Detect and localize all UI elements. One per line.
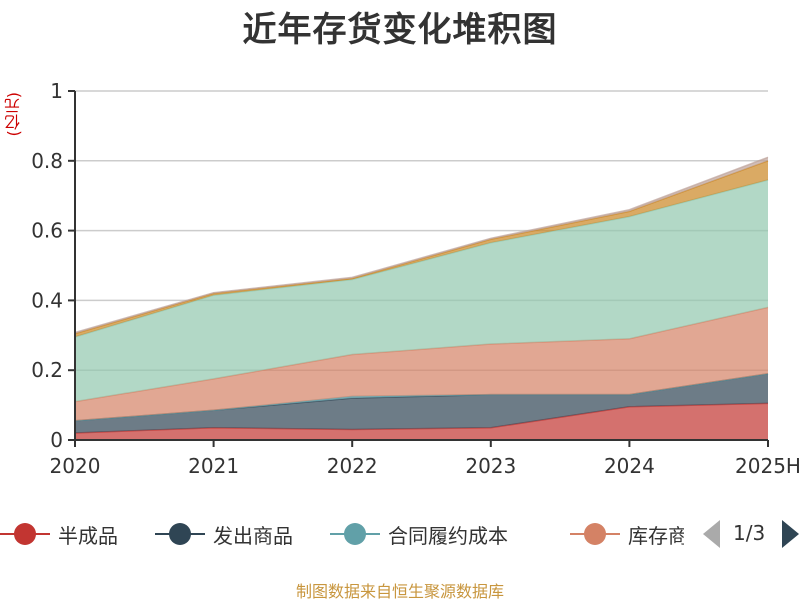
legend-page-indicator: 1/3 (733, 521, 766, 545)
y-tick-label: 0 (50, 428, 63, 452)
legend-marker-icon (330, 512, 380, 556)
series-line (74, 156, 769, 334)
chart-title: 近年存货变化堆积图 (242, 10, 558, 50)
legend-marker-icon (0, 512, 50, 556)
area-series (75, 307, 768, 421)
legend: 半成品 发出商品 合同履约成本 库存商品 1/3 (0, 512, 800, 556)
legend-label: 发出商品 (213, 523, 293, 548)
legend-pager: 1/3 (700, 512, 800, 556)
legend-item[interactable]: 合同履约成本 (330, 512, 508, 556)
area-series-group (74, 156, 769, 440)
x-tick-label: 2023 (465, 454, 516, 478)
legend-item[interactable]: 发出商品 (155, 512, 293, 556)
legend-items: 半成品 发出商品 合同履约成本 库存商品 (0, 512, 684, 556)
y-tick-label: 0.8 (31, 149, 63, 173)
y-tick-label: 0.4 (31, 288, 63, 312)
legend-marker-icon (155, 512, 205, 556)
x-tick-label: 2020 (50, 454, 101, 478)
x-tick-label: 2025H (735, 454, 800, 478)
legend-label: 半成品 (58, 523, 118, 548)
x-tick-label: 2024 (604, 454, 655, 478)
y-tick-label: 0.2 (31, 358, 63, 382)
legend-prev-page-icon[interactable] (703, 520, 720, 548)
legend-item[interactable]: 半成品 (0, 512, 118, 556)
legend-label: 库存商品 (628, 523, 684, 548)
x-tick-label: 2022 (327, 454, 378, 478)
axes: 0 0.2 0.4 0.6 0.8 1 2020 2021 2022 2023 2024 2025H (31, 79, 800, 478)
area-series (75, 373, 768, 433)
legend-marker-icon (570, 512, 620, 556)
source-note: 制图数据来自恒生聚源数据库 (295, 582, 504, 601)
x-tick-label: 2021 (188, 454, 239, 478)
y-tick-label: 0.6 (31, 219, 63, 243)
legend-item[interactable]: 库存商品 (570, 512, 684, 556)
legend-next-page-icon[interactable] (782, 520, 799, 548)
y-tick-label: 1 (50, 79, 63, 103)
stacked-area-chart: 0 0.2 0.4 0.6 0.8 1 2020 2021 2022 2023 2024 2025H (31, 79, 800, 478)
legend-label: 合同履约成本 (388, 523, 508, 548)
area-series (75, 180, 768, 402)
